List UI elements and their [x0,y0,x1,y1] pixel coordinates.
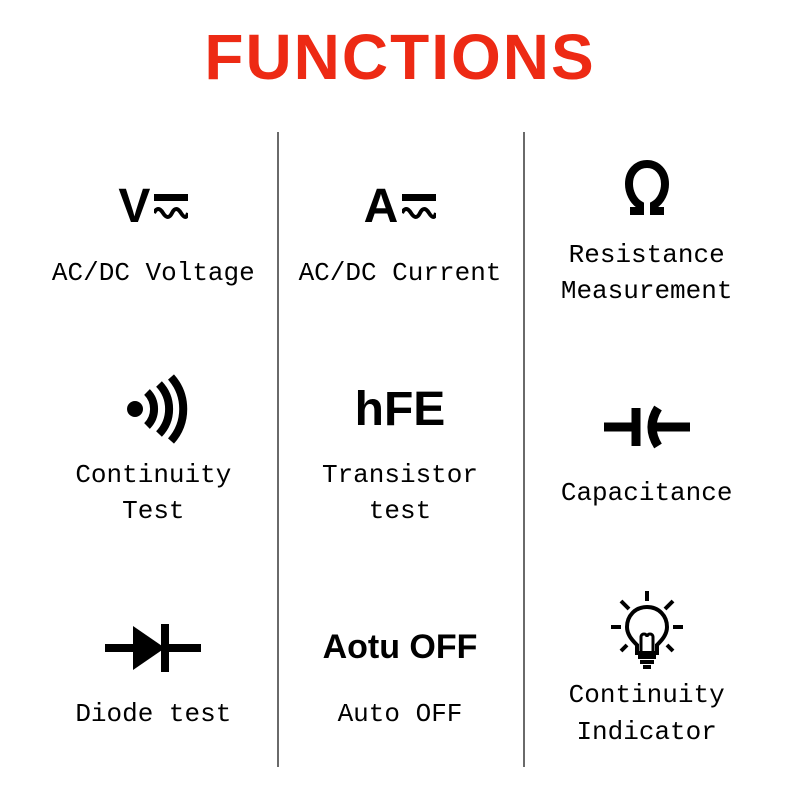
hfe-icon: hFE [355,369,446,449]
current-label: AC/DC Current [299,255,502,291]
cell-diode: Diode test [30,560,277,780]
cell-continuity: Continuity Test [30,339,277,559]
page-title: FUNCTIONS [204,20,595,94]
capacitor-icon [602,387,692,467]
cell-resistance: Resistance Measurement [523,119,770,339]
voltage-icon: V [118,167,188,247]
voltage-label: AC/DC Voltage [52,255,255,291]
autooff-icon: Aotu OFF [323,608,478,688]
autooff-label: Auto OFF [338,696,463,732]
cell-capacitance: Capacitance [523,339,770,559]
diode-label: Diode test [75,696,231,732]
cell-indicator: Continuity Indicator [523,560,770,780]
diode-icon [103,608,203,688]
cell-hfe: hFE Transistor test [277,339,524,559]
bulb-icon [607,589,687,669]
cell-autooff: Aotu OFF Auto OFF [277,560,524,780]
continuity-icon [113,369,193,449]
functions-grid: V AC/DC Voltage A AC/DC Current Resistan… [30,119,770,780]
cell-current: A AC/DC Current [277,119,524,339]
continuity-label: Continuity Test [75,457,231,530]
current-icon: A [364,167,437,247]
hfe-label: Transistor test [322,457,478,530]
capacitance-label: Capacitance [561,475,733,511]
omega-icon [617,149,677,229]
resistance-label: Resistance Measurement [561,237,733,310]
indicator-label: Continuity Indicator [569,677,725,750]
cell-voltage: V AC/DC Voltage [30,119,277,339]
